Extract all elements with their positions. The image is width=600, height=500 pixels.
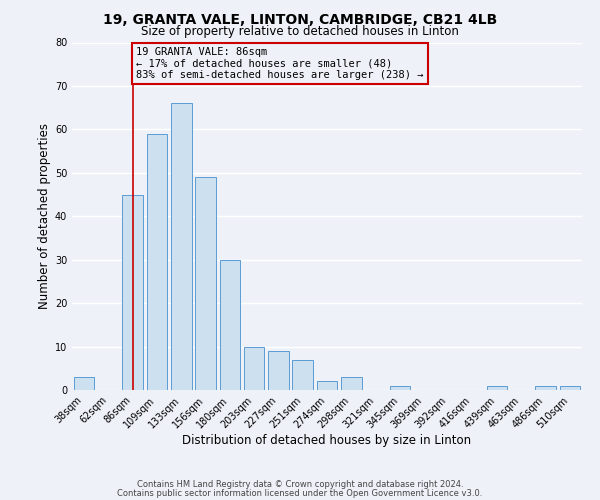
Bar bbox=[146, 134, 167, 390]
Bar bbox=[195, 177, 216, 390]
Bar bbox=[487, 386, 508, 390]
Bar bbox=[171, 104, 191, 390]
Bar bbox=[268, 351, 289, 390]
Bar bbox=[122, 194, 143, 390]
Bar bbox=[292, 360, 313, 390]
Bar bbox=[74, 377, 94, 390]
Bar bbox=[317, 382, 337, 390]
Bar bbox=[535, 386, 556, 390]
Bar bbox=[244, 346, 265, 390]
Bar bbox=[220, 260, 240, 390]
Bar bbox=[560, 386, 580, 390]
Text: 19 GRANTA VALE: 86sqm
← 17% of detached houses are smaller (48)
83% of semi-deta: 19 GRANTA VALE: 86sqm ← 17% of detached … bbox=[136, 47, 424, 80]
Text: Contains HM Land Registry data © Crown copyright and database right 2024.: Contains HM Land Registry data © Crown c… bbox=[137, 480, 463, 489]
Bar bbox=[341, 377, 362, 390]
X-axis label: Distribution of detached houses by size in Linton: Distribution of detached houses by size … bbox=[182, 434, 472, 447]
Text: Size of property relative to detached houses in Linton: Size of property relative to detached ho… bbox=[141, 25, 459, 38]
Y-axis label: Number of detached properties: Number of detached properties bbox=[38, 123, 50, 309]
Text: 19, GRANTA VALE, LINTON, CAMBRIDGE, CB21 4LB: 19, GRANTA VALE, LINTON, CAMBRIDGE, CB21… bbox=[103, 12, 497, 26]
Text: Contains public sector information licensed under the Open Government Licence v3: Contains public sector information licen… bbox=[118, 488, 482, 498]
Bar bbox=[389, 386, 410, 390]
